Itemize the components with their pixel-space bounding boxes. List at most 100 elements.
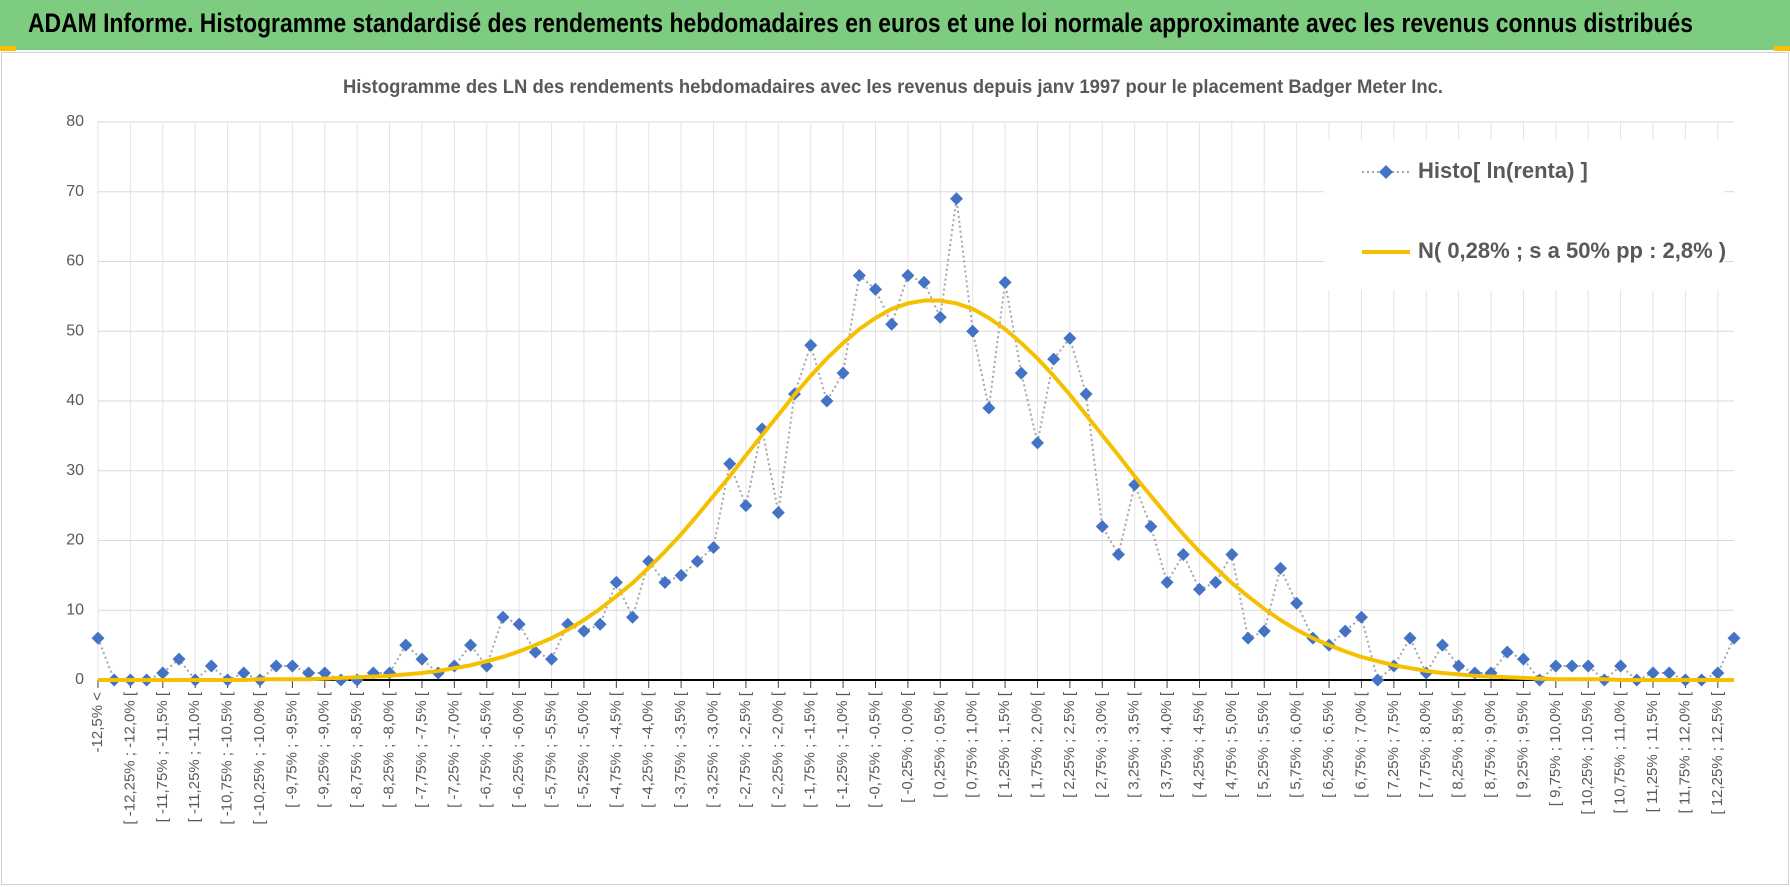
y-tick-label: 20 [66,532,84,549]
data-point [545,652,559,666]
data-point [982,401,996,415]
data-point [674,568,688,582]
data-point [1452,659,1466,673]
data-point [577,624,591,638]
data-point [739,499,753,513]
x-tick-label: [ -7,75% ; -7,5% [ [413,691,430,808]
data-point [1176,547,1190,561]
x-tick-label: [ 6,75% ; 7,0% [ [1352,691,1369,798]
x-tick-label: [ -1,25% ; -1,0% [ [834,691,851,808]
corner [0,46,16,51]
x-tick-label: [ 7,75% ; 8,0% [ [1417,691,1434,798]
data-point [966,324,980,338]
x-tick-label: [ 0,75% ; 1,0% [ [964,691,981,798]
x-tick-label: [ -3,75% ; -3,5% [ [672,691,689,808]
data-point [156,666,170,680]
legend-label: N( 0,28% ; s a 50% pp : 2,8% ) [1418,238,1726,263]
data-point [1662,666,1676,680]
x-tick-label: [ -6,25% ; -6,0% [ [510,691,527,808]
data-point [1581,659,1595,673]
data-point [285,659,299,673]
data-point [1014,366,1028,380]
data-point [707,540,721,554]
legend-marker [1379,165,1393,179]
x-tick-label: [ 1,75% ; 2,0% [ [1028,691,1045,798]
data-point [1614,659,1628,673]
data-point [1257,624,1271,638]
x-tick-label: [ -10,75% ; -10,5% [ [219,691,236,824]
data-point [1144,520,1158,534]
x-tick-label: [ 10,75% ; 11,0% [ [1612,691,1629,813]
x-tick-label: [ 4,75% ; 5,0% [ [1223,691,1240,798]
corner [1774,46,1790,51]
x-tick-label: [ 3,75% ; 4,0% [ [1158,691,1175,798]
y-tick-label: 10 [66,601,84,618]
data-point [1500,645,1514,659]
data-point [949,192,963,206]
x-tick-label: [ -8,75% ; -8,5% [ [348,691,365,808]
data-point [1371,673,1385,687]
x-tick-label: [ -0,75% ; -0,5% [ [866,691,883,808]
data-point [1516,652,1530,666]
x-tick-label: [ -9,25% ; -9,0% [ [316,691,333,808]
x-tick-label: [ 8,75% ; 9,0% [ [1482,691,1499,798]
data-point [593,617,607,631]
x-tick-label: [ -7,25% ; -7,0% [ [445,691,462,808]
data-point [512,617,526,631]
x-tick-label: [ 12,25% ; 12,5% [ [1709,691,1726,814]
x-tick-label: [ 2,75% ; 3,0% [ [1093,691,1110,798]
data-point [496,610,510,624]
data-point [464,638,478,652]
data-point [1079,387,1093,401]
x-tick-label: [ 8,25% ; 8,5% [ [1450,691,1467,798]
data-point [836,366,850,380]
x-tick-label: [ 5,75% ; 6,0% [ [1288,691,1305,798]
data-point [172,652,186,666]
data-point [1711,666,1725,680]
data-point [1192,582,1206,596]
data-point [1047,352,1061,366]
data-point [1030,436,1044,450]
y-tick-label: 60 [66,253,84,270]
x-tick-label: [ -1,75% ; -1,5% [ [802,691,819,808]
y-tick-label: 40 [66,392,84,409]
data-point [1209,575,1223,589]
data-point [901,268,915,282]
x-tick-label: [ 6,25% ; 6,5% [ [1320,691,1337,798]
page-title: ADAM Informe. Histogramme standardisé de… [28,8,1693,38]
data-point [1338,624,1352,638]
chart-frame [1,52,1789,885]
data-point [1354,610,1368,624]
x-tick-label: [ -2,75% ; -2,5% [ [737,691,754,808]
x-tick-label: [ 0,25% ; 0,5% [ [931,691,948,798]
x-tick-label: [ 11,75% ; 12,0% [ [1676,691,1693,813]
x-tick-label: [ -12,25% ; -12,0% [ [121,691,138,824]
data-point [1111,547,1125,561]
x-tick-label: [ -5,25% ; -5,0% [ [575,691,592,808]
legend-box [1324,140,1724,290]
y-tick-label: 50 [66,322,84,339]
data-point [1290,596,1304,610]
x-tick-label: [ 11,25% ; 11,5% [ [1644,691,1661,812]
x-tick-label: [ -0,25% ; 0,0% [ [899,691,916,803]
data-point [1435,638,1449,652]
data-point [399,638,413,652]
data-point [1565,659,1579,673]
x-tick-label: [ -3,25% ; -3,0% [ [704,691,721,808]
x-tick-label: [ -5,75% ; -5,5% [ [543,691,560,808]
data-point [1273,561,1287,575]
data-point [1241,631,1255,645]
data-point [885,317,899,331]
x-tick-label: [ 3,25% ; 3,5% [ [1126,691,1143,798]
x-tick-label: [ 1,25% ; 1,5% [ [996,691,1013,798]
x-tick-label: [ -11,75% ; -11,5% [ [154,691,171,822]
y-tick-label: 80 [66,113,84,130]
data-point [1095,520,1109,534]
data-point [318,666,332,680]
data-point [690,554,704,568]
data-point [933,310,947,324]
x-tick-label: [ 10,25% ; 10,5% [ [1579,691,1596,814]
x-tick-label: [ -9,75% ; -9,5% [ [283,691,300,808]
data-point [626,610,640,624]
